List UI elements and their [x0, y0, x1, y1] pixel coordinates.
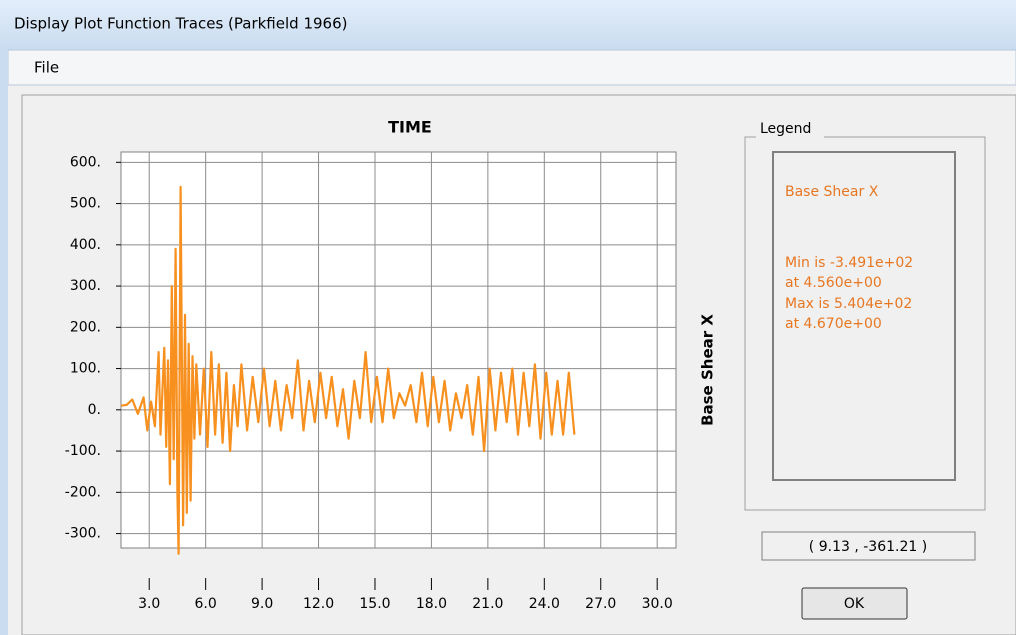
legend-group	[744, 136, 986, 511]
legend-title: Legend	[760, 121, 811, 137]
plot-area	[120, 151, 677, 549]
y-tick-label: 400.	[70, 237, 101, 253]
legend-line: Min is -3.491e+02	[785, 255, 913, 271]
x-tick-label: 30.0	[642, 596, 673, 612]
menu-bar	[7, 49, 1016, 86]
chart-title: TIME	[388, 118, 432, 137]
x-tick-label: 3.0	[138, 596, 160, 612]
y-axis-label: Base Shear X	[699, 314, 717, 426]
ok-button[interactable]	[801, 587, 908, 620]
legend-line: at 4.560e+00	[785, 275, 882, 291]
x-tick-label: 9.0	[251, 596, 273, 612]
window-frame	[0, 50, 8, 635]
y-tick-label: -300.	[65, 526, 101, 542]
window-title: Display Plot Function Traces (Parkfield …	[14, 15, 347, 33]
y-tick-label: 0.	[88, 402, 101, 418]
y-tick-label: 600.	[70, 154, 101, 170]
ok-button-label[interactable]: OK	[844, 596, 865, 612]
coordinate-box	[761, 531, 976, 561]
menu-file[interactable]: File	[34, 59, 59, 77]
legend-line: Max is 5.404e+02	[785, 296, 912, 312]
y-tick-label: 100.	[70, 361, 101, 377]
x-tick-label: 18.0	[416, 596, 447, 612]
coordinate-readout: ( 9.13 , -361.21 )	[809, 539, 927, 555]
legend-entry: Base Shear X	[785, 184, 879, 200]
y-tick-label: 200.	[70, 319, 101, 335]
x-tick-label: 21.0	[472, 596, 503, 612]
x-tick-label: 24.0	[529, 596, 560, 612]
y-tick-label: -100.	[65, 443, 101, 459]
x-tick-label: 12.0	[303, 596, 334, 612]
x-tick-label: 6.0	[195, 596, 217, 612]
trace	[120, 185, 576, 555]
title-bar	[0, 0, 1016, 50]
y-tick-label: 300.	[70, 278, 101, 294]
legend-box	[772, 151, 956, 481]
y-tick-label: 500.	[70, 196, 101, 212]
legend-line: at 4.670e+00	[785, 316, 882, 332]
x-tick-label: 27.0	[585, 596, 616, 612]
x-tick-label: 15.0	[359, 596, 390, 612]
y-tick-label: -200.	[65, 484, 101, 500]
legend-title-bg	[756, 120, 824, 138]
